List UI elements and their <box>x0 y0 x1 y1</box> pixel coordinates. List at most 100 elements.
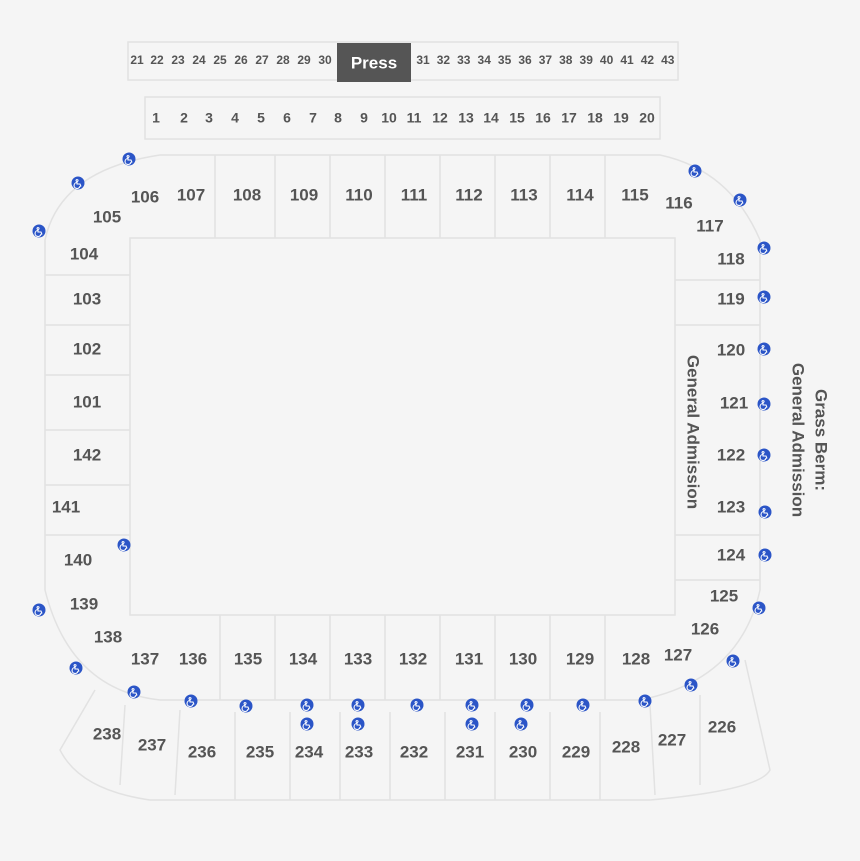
section: 234 <box>295 742 324 761</box>
icon-glyph <box>735 195 744 207</box>
accessible-icon <box>117 538 131 552</box>
icon-bg <box>465 717 479 731</box>
accessible-icon <box>576 698 590 712</box>
icon-bg <box>757 342 771 356</box>
icon-bg <box>757 290 771 304</box>
icon-glyph <box>119 540 128 552</box>
press-seat: 42 <box>641 53 655 67</box>
icon-glyph <box>124 154 133 166</box>
section: 107 <box>177 185 205 204</box>
accessible-icon <box>351 698 365 712</box>
accessible-icon <box>351 717 365 731</box>
press-seat: 27 <box>255 53 269 67</box>
suite: 6 <box>283 110 291 126</box>
press-seat: 23 <box>171 53 185 67</box>
icon-bg <box>684 678 698 692</box>
section: 122 <box>717 445 745 464</box>
accessible-icon <box>758 548 772 562</box>
section: 112 <box>455 185 482 204</box>
section: 231 <box>456 742 484 761</box>
section: 114 <box>566 185 594 204</box>
section: 230 <box>509 742 537 761</box>
accessible-icon <box>410 698 424 712</box>
section: 119 <box>717 289 744 308</box>
accessible-icon <box>69 661 83 675</box>
section: 123 <box>717 497 745 516</box>
press-seat: 33 <box>457 53 471 67</box>
section: 117 <box>696 216 723 235</box>
icon-bg <box>71 176 85 190</box>
press-seat: 35 <box>498 53 512 67</box>
icon-bg <box>351 717 365 731</box>
suite: 12 <box>432 110 448 126</box>
section: 111 <box>401 185 428 204</box>
section: 118 <box>717 249 744 268</box>
section: 232 <box>400 742 428 761</box>
accessible-icon <box>757 397 771 411</box>
press-box <box>337 43 411 82</box>
icon-glyph <box>34 226 43 238</box>
accessible-icon <box>239 699 253 713</box>
section: 104 <box>70 244 99 263</box>
icon-bg <box>410 698 424 712</box>
suite: 18 <box>587 110 603 126</box>
accessible-icon <box>520 698 534 712</box>
icon-bg <box>758 505 772 519</box>
accessible-icon <box>122 152 136 166</box>
general-admission: General Admission <box>684 355 703 509</box>
section: 125 <box>710 586 738 605</box>
section: 237 <box>138 735 166 754</box>
icon-bg <box>127 685 141 699</box>
icon-bg <box>757 448 771 462</box>
press-seat: 26 <box>234 53 248 67</box>
icon-glyph <box>759 243 768 255</box>
icon-glyph <box>186 696 195 708</box>
section: 103 <box>73 289 101 308</box>
grass-berm-subtitle: General Admission <box>789 363 808 517</box>
section: 229 <box>562 742 590 761</box>
icon-bg <box>351 698 365 712</box>
accessible-icon <box>758 505 772 519</box>
accessible-icon <box>684 678 698 692</box>
icon-bg <box>32 224 46 238</box>
accessible-icon <box>465 717 479 731</box>
suite: 14 <box>483 110 499 126</box>
section: 132 <box>399 649 427 668</box>
accessible-icon <box>638 694 652 708</box>
suite: 19 <box>613 110 629 126</box>
icon-glyph <box>34 605 43 617</box>
icon-bg <box>758 548 772 562</box>
section: 120 <box>717 340 745 359</box>
section: 102 <box>73 339 101 358</box>
section: 142 <box>73 445 101 464</box>
icon-glyph <box>759 292 768 304</box>
section: 134 <box>289 649 318 668</box>
accessible-icon <box>71 176 85 190</box>
press-seat: 32 <box>437 53 451 67</box>
icon-bg <box>576 698 590 712</box>
section: 127 <box>664 645 692 664</box>
press-seat: 38 <box>559 53 573 67</box>
accessible-icon <box>757 241 771 255</box>
suite: 17 <box>561 110 577 126</box>
icon-glyph <box>760 550 769 562</box>
icon-glyph <box>759 450 768 462</box>
icon-bg <box>733 193 747 207</box>
icon-glyph <box>73 178 82 190</box>
icon-bg <box>514 717 528 731</box>
section: 139 <box>70 594 98 613</box>
icon-bg <box>69 661 83 675</box>
section: 109 <box>290 185 318 204</box>
icon-bg <box>757 397 771 411</box>
icon-glyph <box>516 719 525 731</box>
press-seat: 37 <box>539 53 553 67</box>
press-seat: 28 <box>276 53 290 67</box>
section: 228 <box>612 737 640 756</box>
press-seat: 22 <box>150 53 164 67</box>
section: 236 <box>188 742 216 761</box>
section: 116 <box>665 193 692 212</box>
icon-bg <box>726 654 740 668</box>
press-seat: 25 <box>213 53 227 67</box>
icon-glyph <box>760 507 769 519</box>
